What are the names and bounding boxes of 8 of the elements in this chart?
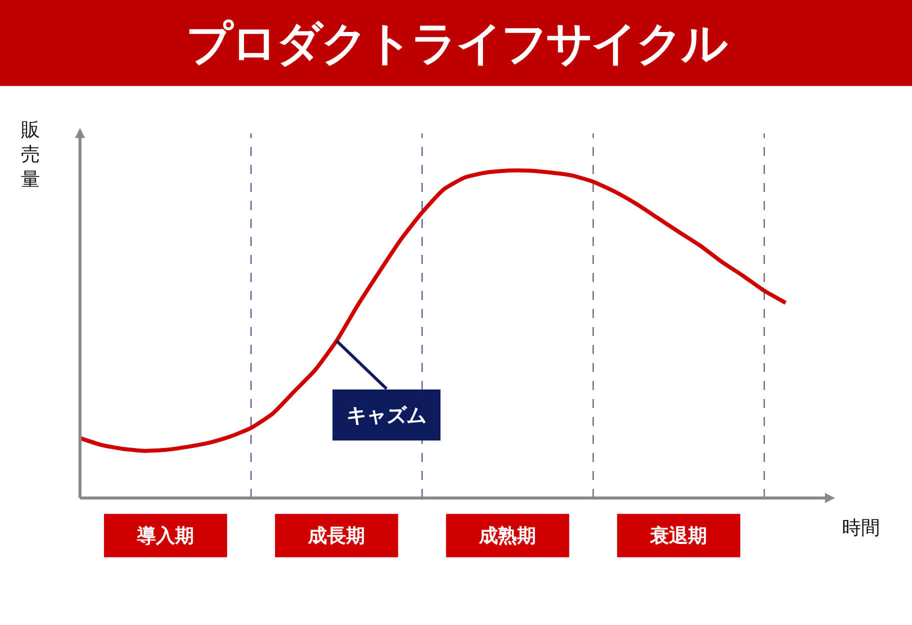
chart-title: プロダクトライフサイクル [0, 0, 912, 86]
y-axis-title: 販売量 [21, 119, 40, 190]
annotation: キャズム [346, 403, 426, 427]
x-tick-label: 導入期 [136, 525, 194, 547]
x-tick-label: 成長期 [307, 525, 366, 547]
x-tick-label: 衰退期 [649, 525, 708, 547]
x-tick-label: 成熟期 [478, 525, 536, 547]
x-axis-title: 時間 [842, 517, 880, 539]
